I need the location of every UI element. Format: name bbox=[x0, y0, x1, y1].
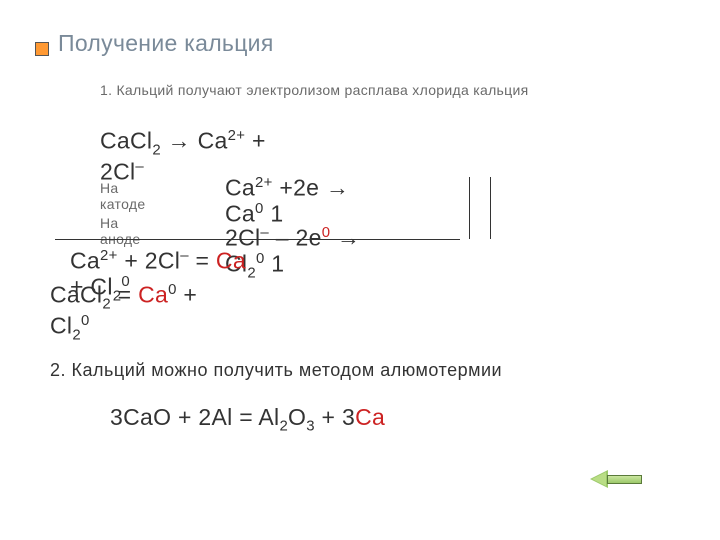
back-arrow-button[interactable] bbox=[590, 470, 642, 488]
t: – 2e bbox=[269, 225, 322, 251]
t: 2 bbox=[102, 295, 111, 312]
t: = bbox=[189, 248, 216, 274]
t: Ca bbox=[355, 404, 385, 430]
t: CaCl bbox=[100, 128, 152, 154]
method2-text: 2. Кальций можно получить методом алюмот… bbox=[50, 360, 502, 381]
t: – bbox=[180, 247, 189, 264]
t: – bbox=[135, 158, 144, 175]
t: Ca bbox=[138, 282, 168, 308]
t: + bbox=[245, 128, 265, 154]
t: Ca bbox=[70, 248, 100, 274]
label-anode: На аноде bbox=[100, 215, 160, 247]
t: → Ca bbox=[161, 128, 228, 154]
vertical-bar-1 bbox=[469, 177, 470, 239]
t: +2e → bbox=[273, 175, 350, 201]
t: CaCl bbox=[50, 282, 102, 308]
t: 2+ bbox=[255, 174, 273, 191]
t: 0 bbox=[255, 200, 264, 217]
slide-title: Получение кальция bbox=[58, 30, 274, 56]
t: + bbox=[177, 282, 197, 308]
method1-text: 1. Кальций получают электролизом расплав… bbox=[100, 82, 530, 98]
t: = bbox=[111, 282, 138, 308]
t: Ca bbox=[216, 248, 246, 274]
t: 2 bbox=[279, 418, 288, 435]
eq-net: CaCl2 = Ca0 + Cl20 bbox=[50, 282, 470, 343]
t: Cl bbox=[50, 312, 72, 338]
t: 0 bbox=[81, 312, 90, 329]
title-bullet bbox=[35, 42, 49, 56]
t: 2+ bbox=[100, 247, 118, 264]
t: 2 bbox=[152, 141, 161, 158]
t: + 3 bbox=[315, 404, 355, 430]
t: → bbox=[330, 225, 360, 251]
label-cathode: На катоде bbox=[100, 180, 160, 212]
arrow-body bbox=[607, 475, 642, 484]
t: Ca bbox=[225, 175, 255, 201]
summation-line bbox=[55, 239, 460, 240]
eq-aluminothermy: 3CaO + 2Al = Al2O3 + 3Ca bbox=[110, 405, 530, 435]
t: 3 bbox=[306, 418, 315, 435]
t: 2 bbox=[72, 326, 81, 343]
t: Ca bbox=[225, 201, 255, 227]
t: 2+ bbox=[228, 127, 246, 144]
eq-cathode: Ca2+ +2e → Ca0 1 bbox=[225, 175, 485, 227]
t: O bbox=[288, 404, 306, 430]
t: 3CaO + 2Al = Al bbox=[110, 404, 279, 430]
t: 1 bbox=[264, 201, 284, 227]
t: 0 bbox=[168, 281, 177, 298]
arrow-left-icon bbox=[590, 470, 608, 488]
t: + 2Cl bbox=[118, 248, 181, 274]
vertical-bar-2 bbox=[490, 177, 491, 239]
